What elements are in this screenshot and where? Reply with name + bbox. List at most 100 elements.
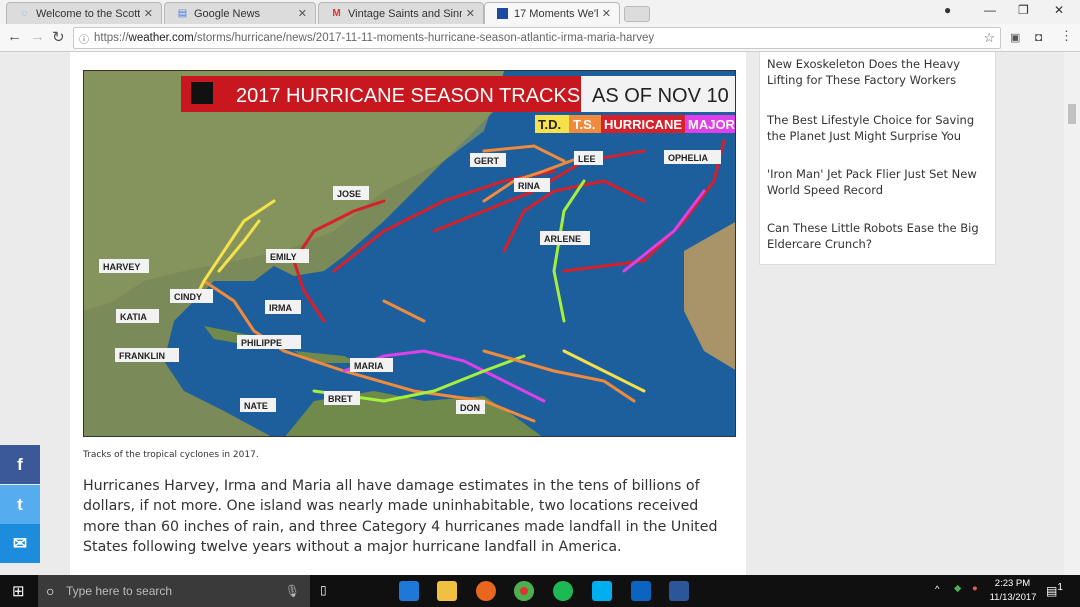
- related-link[interactable]: 'Iron Man' Jet Pack Flier Just Set New W…: [767, 167, 977, 197]
- minimize-button[interactable]: —: [984, 3, 996, 17]
- map-title: 2017 HURRICANE SEASON TRACKS: [236, 85, 580, 107]
- storm-label: GERT: [474, 156, 500, 166]
- related-link[interactable]: The Best Lifestyle Choice for Saving the…: [767, 113, 975, 143]
- close-tab-icon[interactable]: ✕: [297, 8, 307, 20]
- storm-label: IRMA: [269, 303, 292, 313]
- windows-start-icon[interactable]: ⊞: [12, 583, 25, 600]
- taskbar: ⊞ ○ Type here to search 🎙 ▯ ^ ◆ ● 2:23 PM …: [0, 575, 1080, 607]
- storm-label: KATIA: [120, 312, 147, 322]
- article-paragraph: Hurricanes Harvey, Irma and Maria all ha…: [83, 478, 718, 555]
- legend-hurricane: HURRICANE: [604, 117, 682, 132]
- tray-app-icon[interactable]: ◆: [954, 583, 962, 594]
- extension-icon[interactable]: ▣: [1010, 32, 1021, 44]
- storm-label: OPHELIA: [668, 153, 709, 163]
- spotify-icon[interactable]: [553, 581, 573, 601]
- cortana-icon: ○: [46, 583, 55, 599]
- firefox-icon[interactable]: [476, 581, 496, 601]
- bookmark-star-icon[interactable]: ☆: [983, 30, 995, 45]
- new-tab-button[interactable]: [624, 6, 650, 22]
- gmail-icon: M: [332, 8, 341, 19]
- storm-label-box: [664, 150, 721, 164]
- storm-label-box: [237, 335, 301, 349]
- outlook-icon[interactable]: [631, 581, 651, 601]
- profile-icon[interactable]: ●: [944, 3, 952, 17]
- browser-toolbar: ← → ↻ ⓘ https://weather.com/storms/hurri…: [0, 24, 1080, 52]
- storm-label: NATE: [244, 401, 268, 411]
- storm-label-box: [540, 231, 590, 245]
- twitter-icon: t: [17, 494, 23, 514]
- storm-label-box: [470, 153, 506, 167]
- email-icon: ✉: [12, 533, 28, 553]
- tab-scottma[interactable]: ◌Welcome to the ScottMa✕: [6, 2, 162, 24]
- map-caption: Tracks of the tropical cyclones in 2017.: [83, 450, 259, 460]
- twitter-share-button[interactable]: t: [0, 485, 40, 524]
- storm-label-box: [266, 249, 309, 263]
- facebook-icon: f: [17, 454, 23, 474]
- scrollbar[interactable]: [1064, 52, 1080, 575]
- skype-icon[interactable]: [592, 581, 612, 601]
- tab-google-news[interactable]: ▤ Google News ✕: [164, 2, 316, 24]
- storm-label: LEE: [578, 154, 596, 164]
- storm-label: MARIA: [354, 361, 384, 371]
- task-view-icon[interactable]: ▯: [320, 583, 327, 597]
- word-icon[interactable]: [669, 581, 689, 601]
- scrollbar-thumb[interactable]: [1068, 104, 1076, 124]
- storm-label-box: [456, 400, 485, 414]
- clock-date[interactable]: 11/13/2017: [989, 592, 1037, 603]
- storm-label-box: [350, 358, 393, 372]
- storm-label-box: [324, 391, 360, 405]
- address-bar[interactable]: ⓘ https://weather.com/storms/hurricane/n…: [73, 27, 1001, 49]
- google-news-icon: ▤: [177, 8, 188, 19]
- close-tab-icon[interactable]: ✕: [143, 8, 153, 20]
- info-icon: ⓘ: [79, 34, 89, 46]
- weather-channel-icon: [497, 8, 508, 19]
- tray-expand-icon[interactable]: ^: [935, 584, 940, 595]
- related-link[interactable]: Can These Little Robots Ease the Big Eld…: [767, 221, 979, 251]
- storm-label: FRANKLIN: [119, 351, 165, 361]
- menu-icon[interactable]: ⋮: [1060, 28, 1073, 43]
- storm-label-box: [333, 186, 369, 200]
- file-explorer-icon[interactable]: [437, 581, 457, 601]
- storm-label-box: [240, 398, 276, 412]
- globe-icon: ◌: [21, 8, 28, 19]
- restore-button[interactable]: ❐: [1018, 3, 1029, 17]
- storm-label: ARLENE: [544, 234, 581, 244]
- tab-weather-article[interactable]: 17 Moments We'll Never✕: [484, 2, 620, 24]
- reload-icon[interactable]: ↻: [52, 29, 65, 46]
- hurricane-tracks-map: 2017 HURRICANE SEASON TRACKS AS OF NOV 1…: [83, 70, 736, 437]
- tab-gmail[interactable]: M Vintage Saints and Sinne ✕: [318, 2, 484, 24]
- close-tab-icon[interactable]: ✕: [465, 8, 475, 20]
- legend-ts: T.S.: [573, 117, 595, 132]
- storm-label: EMILY: [270, 252, 297, 262]
- storm-label: CINDY: [174, 292, 202, 302]
- storm-label: BRET: [328, 394, 353, 404]
- taskbar-search[interactable]: ○ Type here to search 🎙: [38, 575, 310, 607]
- article-content: 2017 HURRICANE SEASON TRACKS AS OF NOV 1…: [70, 52, 746, 575]
- forward-icon[interactable]: →: [30, 28, 45, 45]
- clock-time[interactable]: 2:23 PM: [994, 578, 1031, 589]
- close-window-button[interactable]: ✕: [1054, 3, 1065, 17]
- legend-td: T.D.: [538, 117, 561, 132]
- map-as-of: AS OF NOV 10: [592, 85, 729, 107]
- storm-label-box: [99, 259, 149, 273]
- chrome-icon[interactable]: [514, 581, 534, 601]
- storm-label-box: [170, 289, 213, 303]
- tray-app-icon[interactable]: ●: [972, 583, 978, 594]
- facebook-share-button[interactable]: f: [0, 445, 40, 484]
- storm-label: HARVEY: [103, 262, 140, 272]
- storm-label: PHILIPPE: [241, 338, 282, 348]
- extension-icon[interactable]: ◘: [1035, 30, 1043, 44]
- storm-label-box: [514, 178, 550, 192]
- edge-icon[interactable]: [399, 581, 419, 601]
- storm-label-box: [115, 348, 179, 362]
- back-icon[interactable]: ←: [7, 28, 22, 45]
- email-share-button[interactable]: ✉: [0, 524, 40, 563]
- storm-label: JOSE: [337, 189, 361, 199]
- storm-label-box: [116, 309, 159, 323]
- microphone-icon[interactable]: 🎙: [284, 584, 300, 598]
- storm-label-box: [574, 151, 603, 165]
- related-link[interactable]: New Exoskeleton Does the Heavy Lifting f…: [767, 57, 961, 87]
- action-center-icon[interactable]: ▤1: [1046, 582, 1063, 598]
- close-tab-icon[interactable]: ✕: [601, 8, 611, 20]
- legend-major: MAJOR: [688, 117, 736, 132]
